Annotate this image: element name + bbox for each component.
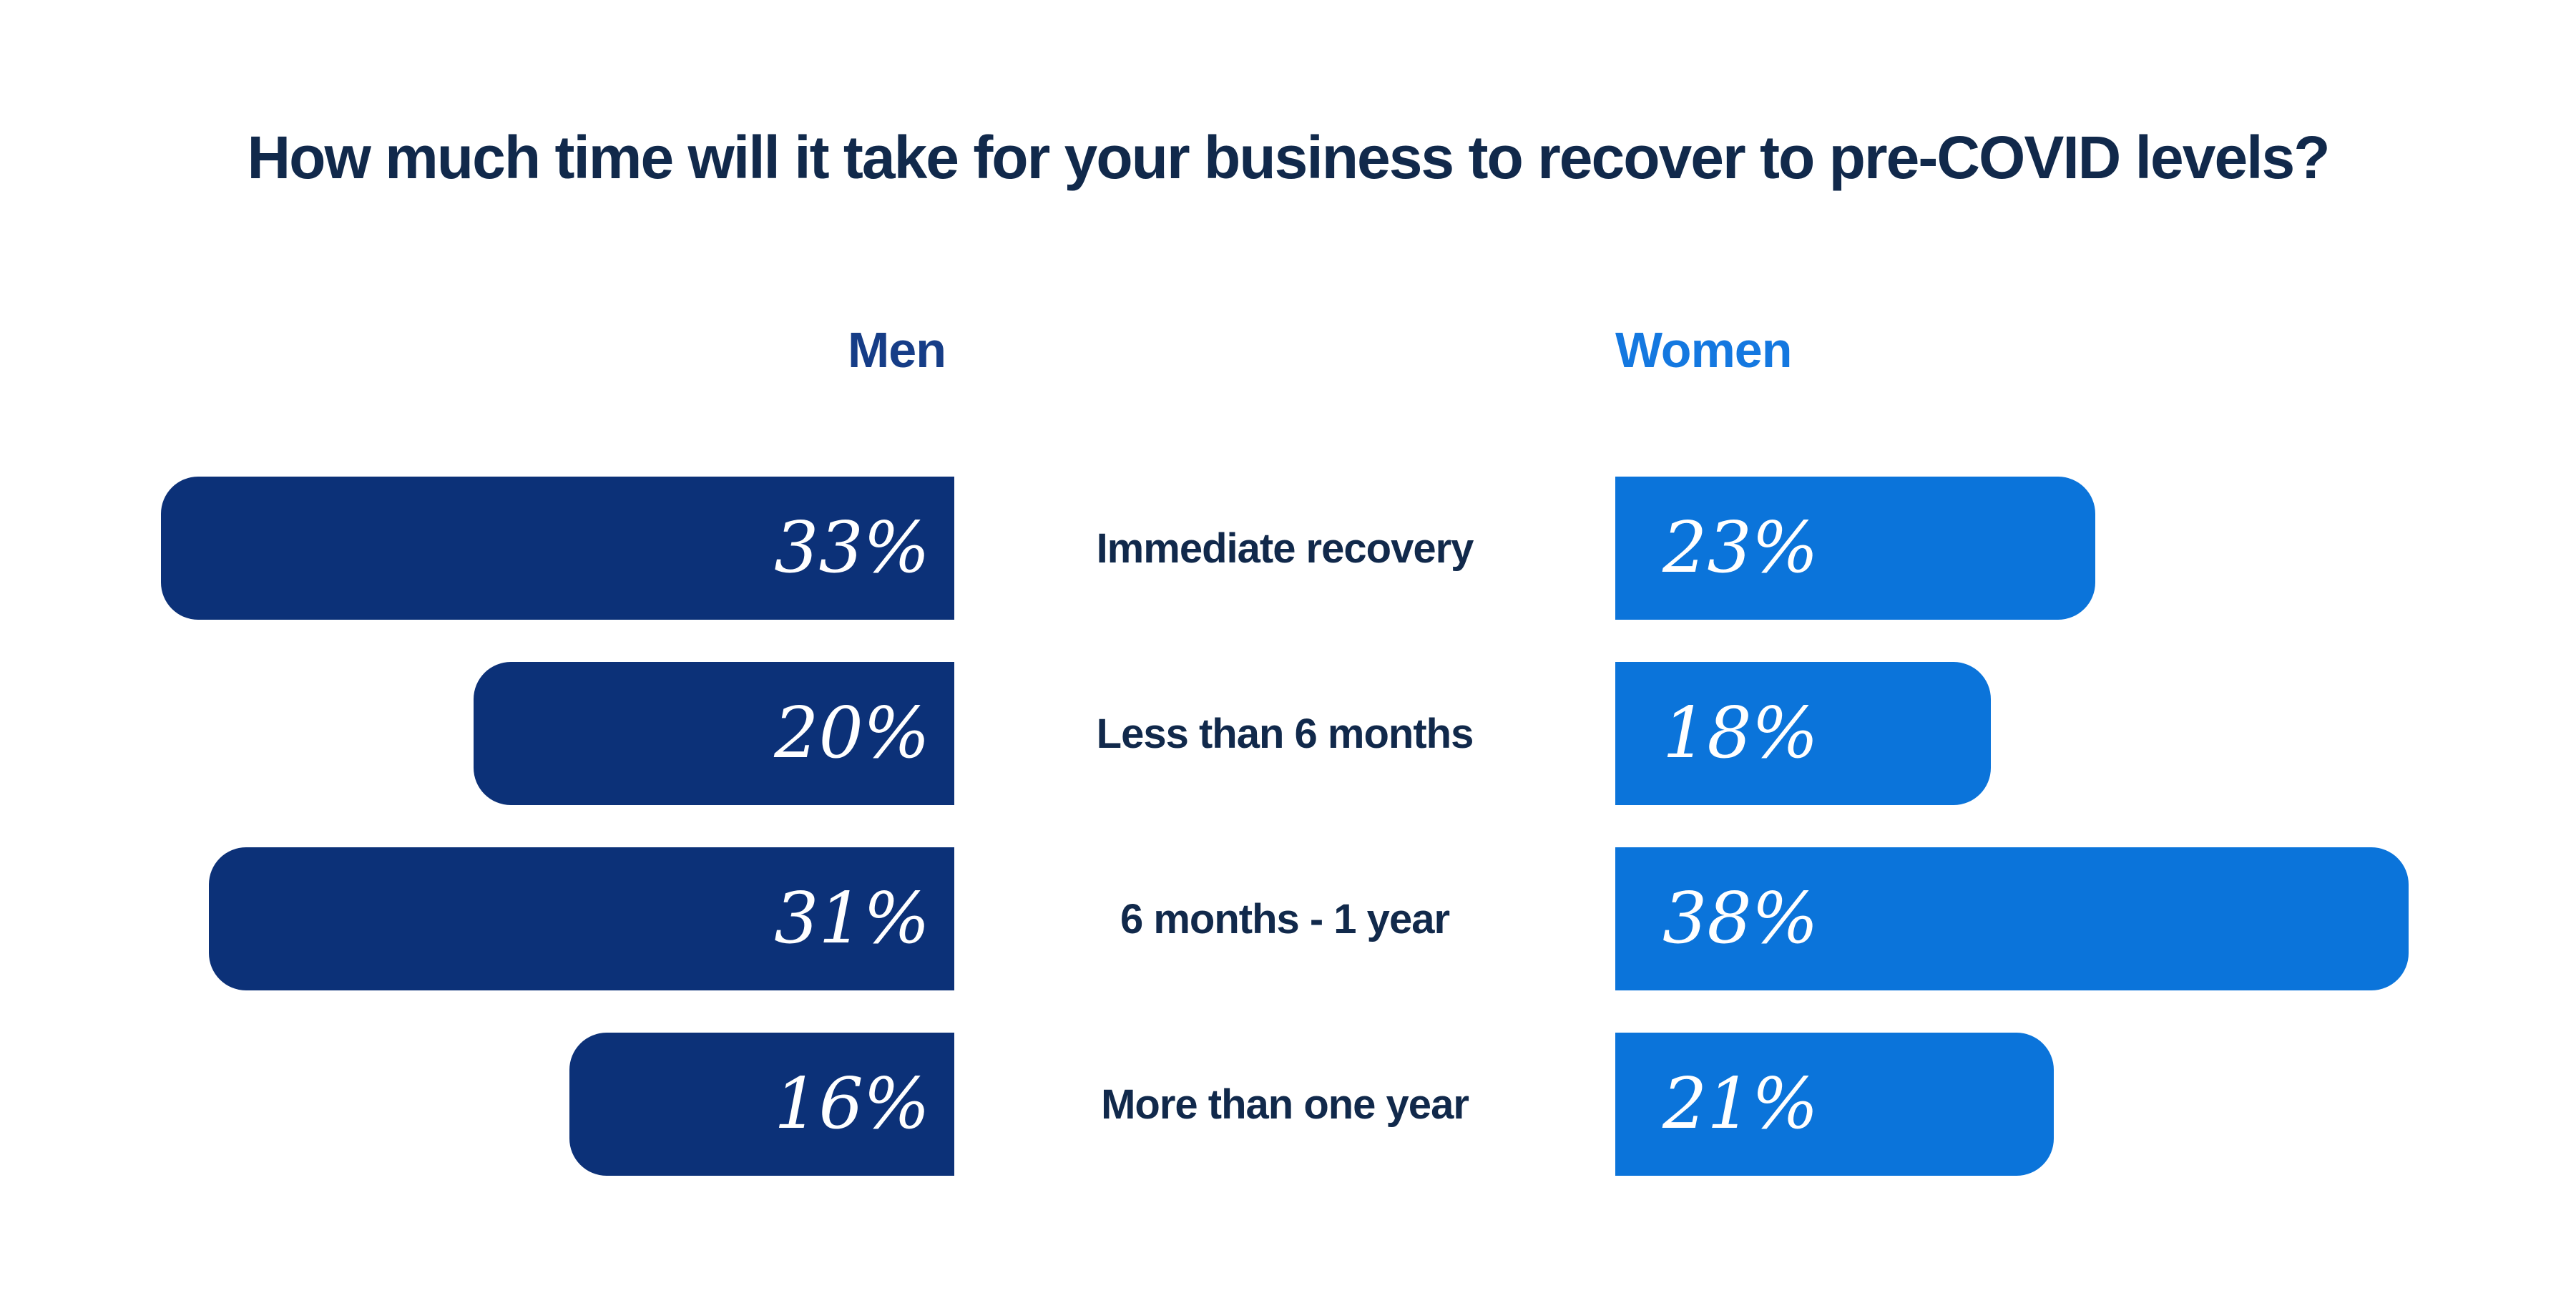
column-headers: Men Women xyxy=(0,318,2576,382)
men-bar-value-label: 16% xyxy=(774,1063,930,1145)
women-bar-value-label: 18% xyxy=(1662,693,1818,774)
men-bar-cell: 16% xyxy=(0,1033,954,1176)
women-bar-cell: 21% xyxy=(1615,1033,2576,1176)
category-label: Less than 6 months xyxy=(1096,710,1474,757)
chart-rows: 33% Immediate recovery 23% 20% Less than 6 m… xyxy=(0,477,2576,1176)
men-bar-value-label: 33% xyxy=(774,507,930,589)
women-bar-value-label: 21% xyxy=(1662,1063,1818,1145)
category-label: More than one year xyxy=(1101,1081,1469,1128)
men-column-header: Men xyxy=(848,322,946,378)
men-bar-cell: 31% xyxy=(0,847,954,990)
men-bar: 31% xyxy=(209,847,954,990)
women-bar-cell: 38% xyxy=(1615,847,2576,990)
chart-row: 16% More than one year 21% xyxy=(0,1033,2576,1176)
women-bar-value-label: 23% xyxy=(1662,507,1818,589)
chart-row: 33% Immediate recovery 23% xyxy=(0,477,2576,620)
category-label: Immediate recovery xyxy=(1096,525,1474,572)
women-column-header: Women xyxy=(1615,322,1792,378)
women-bar: 23% xyxy=(1615,477,2095,620)
men-bar-cell: 33% xyxy=(0,477,954,620)
men-bar-value-label: 20% xyxy=(774,693,930,774)
women-bar: 21% xyxy=(1615,1033,2054,1176)
men-bar-value-label: 31% xyxy=(774,878,930,960)
women-bar-cell: 23% xyxy=(1615,477,2576,620)
category-label: 6 months - 1 year xyxy=(1120,895,1450,942)
women-bar: 38% xyxy=(1615,847,2409,990)
men-bar-cell: 20% xyxy=(0,662,954,805)
men-bar: 16% xyxy=(569,1033,954,1176)
women-bar-value-label: 38% xyxy=(1662,878,1818,960)
chart-row: 31% 6 months - 1 year 38% xyxy=(0,847,2576,990)
women-bar: 18% xyxy=(1615,662,1991,805)
chart-title: How much time will it take for your busi… xyxy=(247,124,2330,191)
chart-row: 20% Less than 6 months 18% xyxy=(0,662,2576,805)
men-bar: 33% xyxy=(161,477,954,620)
women-bar-cell: 18% xyxy=(1615,662,2576,805)
men-bar: 20% xyxy=(474,662,954,805)
